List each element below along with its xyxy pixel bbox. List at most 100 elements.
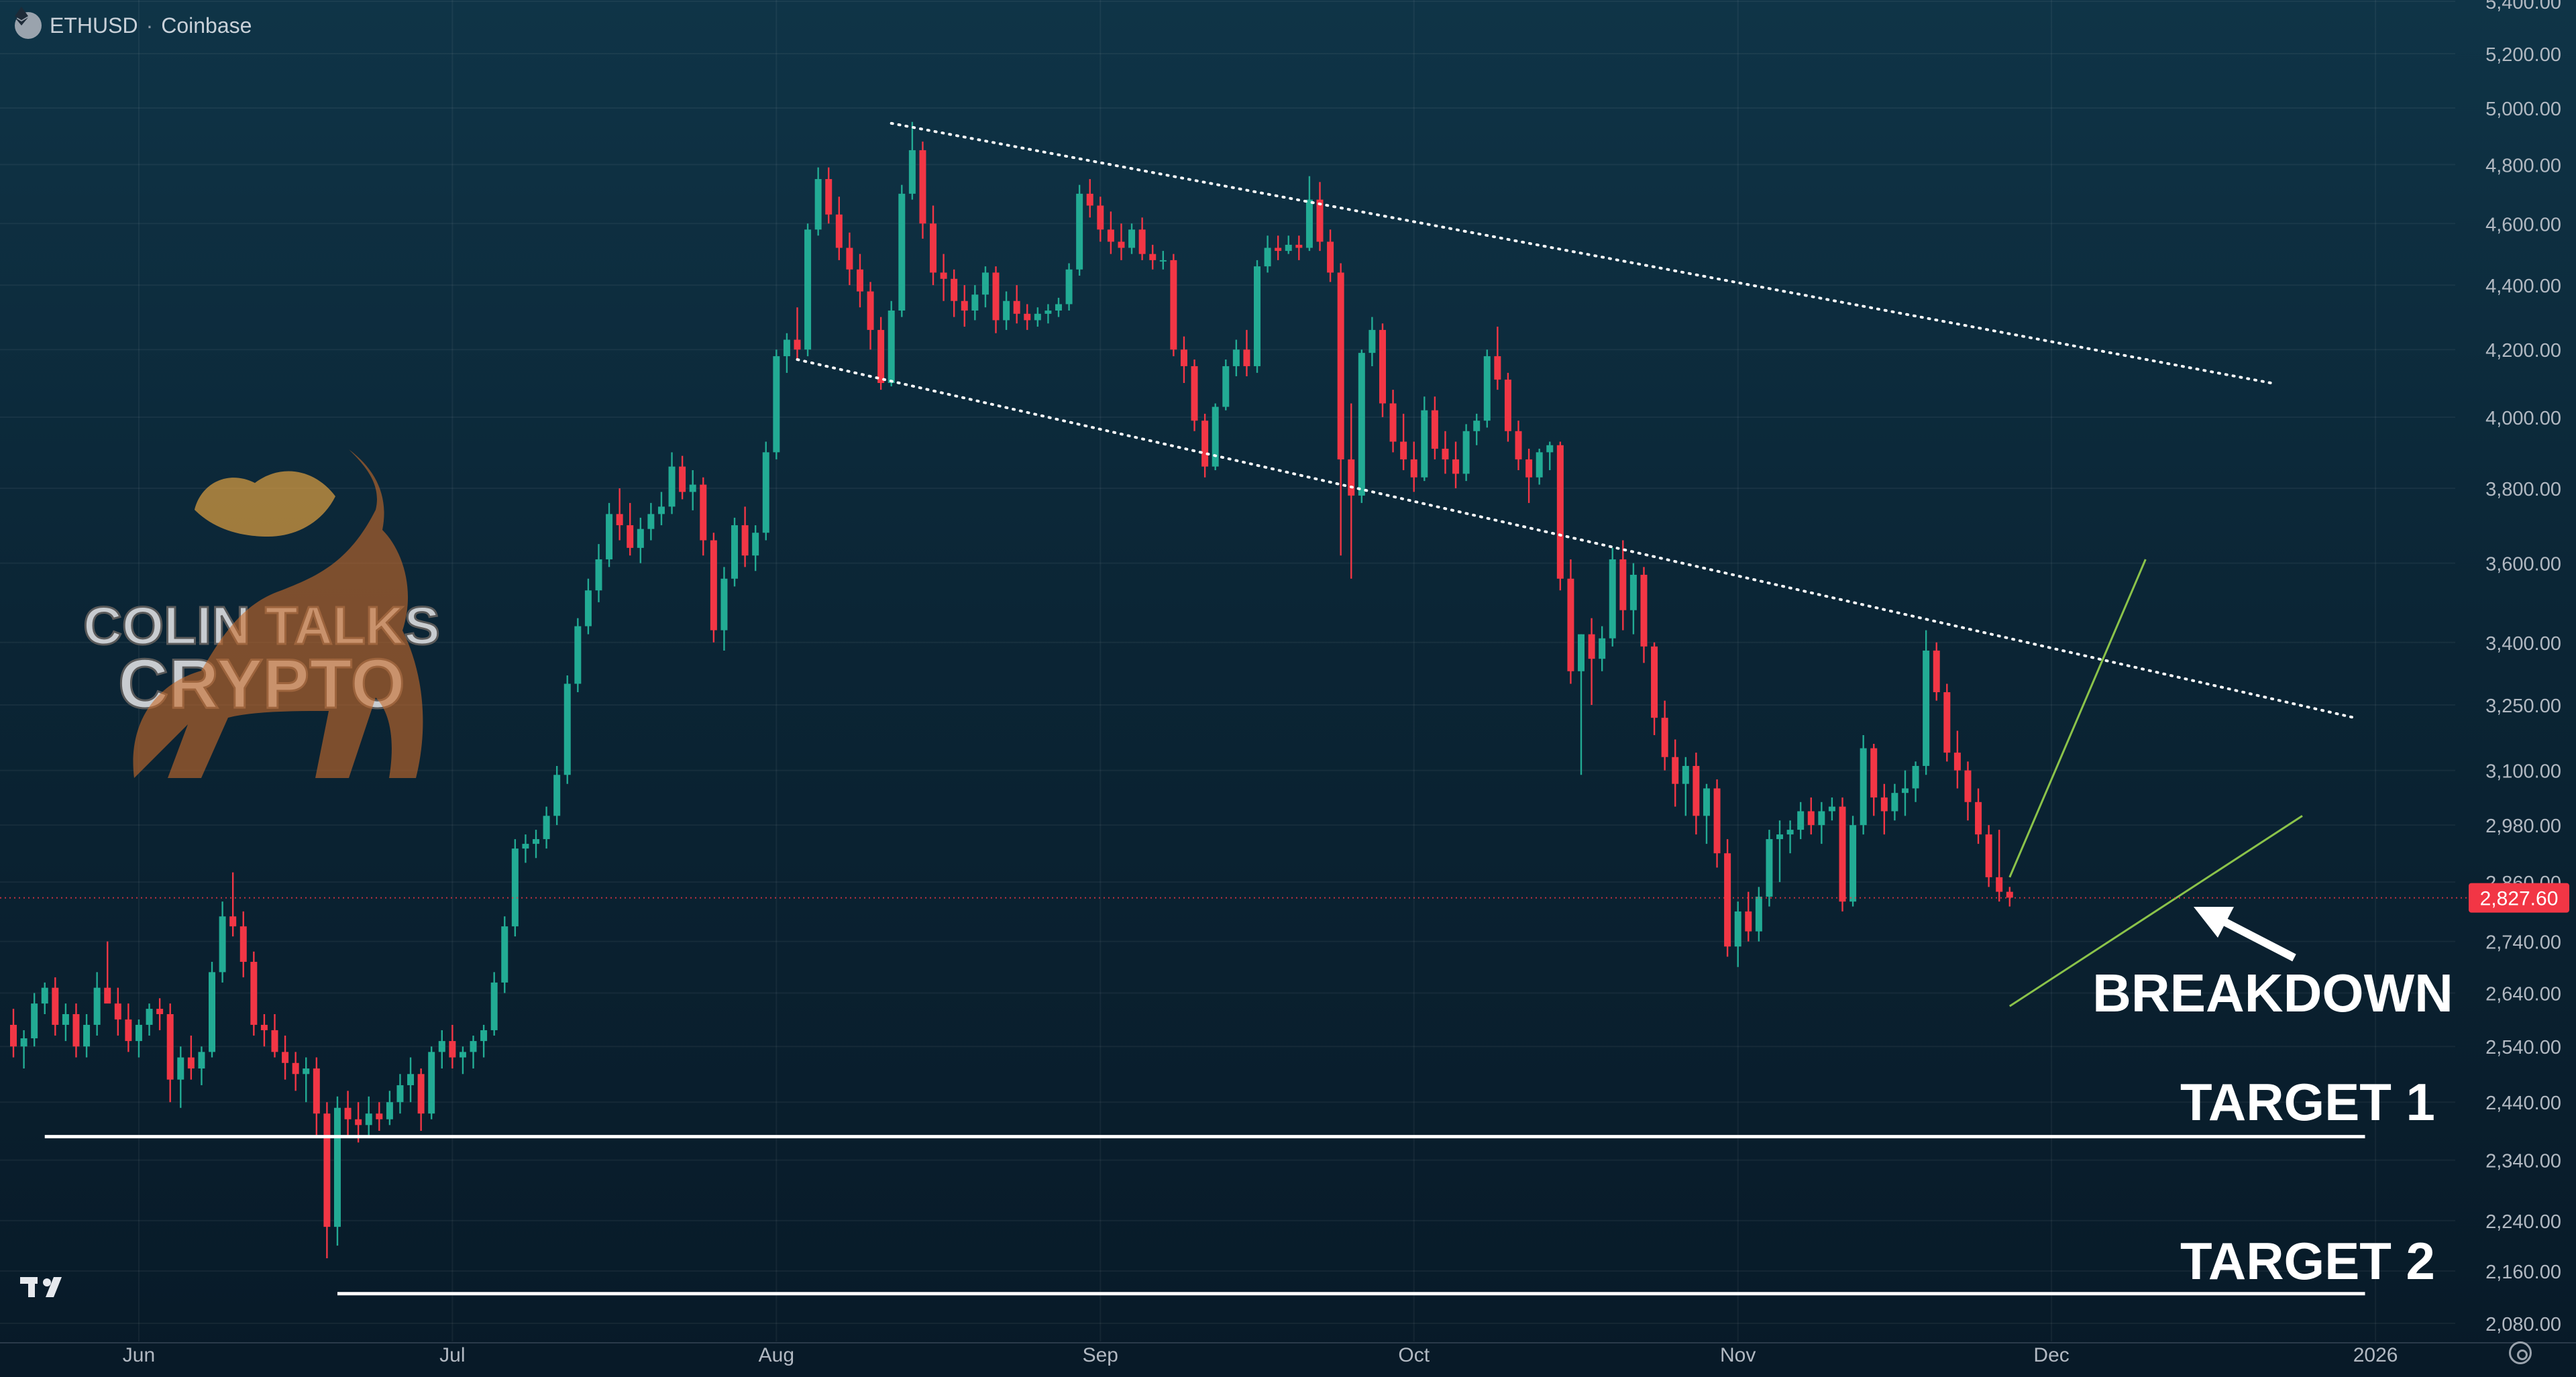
candle-body [417, 1074, 425, 1114]
candle-body [1170, 260, 1177, 350]
candle [1138, 217, 1146, 260]
candle-body [52, 987, 59, 1025]
candle [146, 1003, 153, 1036]
candle-body [282, 1052, 289, 1063]
candle [1536, 449, 1543, 485]
candle-body [219, 916, 226, 973]
candle [1953, 730, 1961, 789]
settings-gear-icon[interactable] [2509, 1341, 2532, 1364]
candle [1891, 783, 1898, 821]
candle [971, 285, 979, 321]
candle-body [470, 1041, 477, 1052]
candle [93, 972, 101, 1036]
candle-body [396, 1085, 404, 1103]
candle-body [438, 1041, 445, 1052]
candle [951, 269, 958, 317]
candle-body [1682, 765, 1689, 784]
bull-logo [133, 449, 423, 778]
candle [396, 1074, 404, 1114]
target1-label: TARGET 1 [2180, 1072, 2435, 1132]
candle [260, 1013, 268, 1047]
current-price-tag [2469, 883, 2569, 913]
candle [1327, 229, 1334, 282]
candle-body [1254, 266, 1261, 366]
candle [156, 998, 164, 1030]
candle-body [1316, 199, 1324, 242]
symbol-header[interactable]: ETHUSD · Coinbase [15, 7, 252, 44]
candle [20, 1030, 28, 1069]
candle [657, 492, 665, 526]
candle [386, 1091, 393, 1125]
y-tick-label: 3,250.00 [2485, 696, 2561, 717]
candle-body [1629, 574, 1637, 610]
candle [511, 839, 519, 937]
y-tick-label: 4,800.00 [2485, 155, 2561, 176]
y-tick-label: 4,200.00 [2485, 340, 2561, 362]
candle [1713, 779, 1721, 868]
candle-body [1556, 445, 1564, 579]
candle [376, 1102, 383, 1131]
candle [606, 502, 613, 567]
candle-body [1024, 313, 1031, 321]
candle-body [1943, 692, 1951, 753]
candle-body [166, 1013, 174, 1080]
candle [365, 1096, 372, 1137]
candle [31, 993, 38, 1047]
candle [1682, 757, 1689, 816]
candle [1180, 336, 1187, 383]
candle-body [511, 848, 519, 927]
candle [10, 1009, 17, 1058]
candle [1264, 235, 1271, 273]
x-tick-label: Oct [1398, 1344, 1430, 1366]
candle [344, 1091, 352, 1137]
candle-body [1849, 825, 1857, 902]
candle-body [260, 1024, 268, 1030]
candle-body [1515, 431, 1522, 459]
candle-body [627, 525, 634, 548]
candle [919, 142, 926, 239]
candle-body [606, 514, 613, 559]
candle [1546, 441, 1554, 470]
candle-body [459, 1052, 466, 1058]
candle [41, 982, 48, 1014]
candle-body [229, 916, 237, 927]
candle-body [1807, 811, 1815, 826]
candle-body [292, 1062, 299, 1075]
candle [303, 1057, 310, 1103]
candle-body [1305, 199, 1313, 248]
candle-body [1327, 241, 1334, 273]
candle-body [428, 1052, 435, 1114]
candle [1786, 820, 1794, 854]
candle [668, 452, 676, 514]
candle-body [156, 1009, 164, 1014]
candle [480, 1024, 488, 1058]
candle-body [794, 339, 801, 350]
candle [595, 544, 602, 602]
x-tick-label: Sep [1083, 1344, 1118, 1366]
candle-body [919, 150, 926, 224]
y-tick-label: 2,980.00 [2485, 816, 2561, 837]
candle-body [951, 278, 958, 301]
candle-body [522, 844, 529, 849]
y-tick-label: 2,080.00 [2485, 1314, 2561, 1335]
candle-body [1567, 578, 1574, 671]
candle [1295, 235, 1303, 260]
candle-body [83, 1024, 91, 1047]
candle-body [250, 962, 258, 1025]
candle [1410, 441, 1417, 492]
candle-body [1295, 244, 1303, 248]
candle-body [1138, 229, 1146, 254]
candle [1462, 424, 1470, 482]
candle-body [1149, 254, 1157, 260]
candle [1703, 783, 1710, 844]
candle [1766, 830, 1773, 907]
candle-body [1107, 229, 1114, 242]
candle-body [668, 466, 676, 507]
candle-body [1713, 788, 1721, 854]
candle-body [1483, 356, 1491, 421]
candle-body [1473, 421, 1481, 431]
candle-body [1159, 260, 1167, 262]
candle-body [146, 1009, 153, 1025]
